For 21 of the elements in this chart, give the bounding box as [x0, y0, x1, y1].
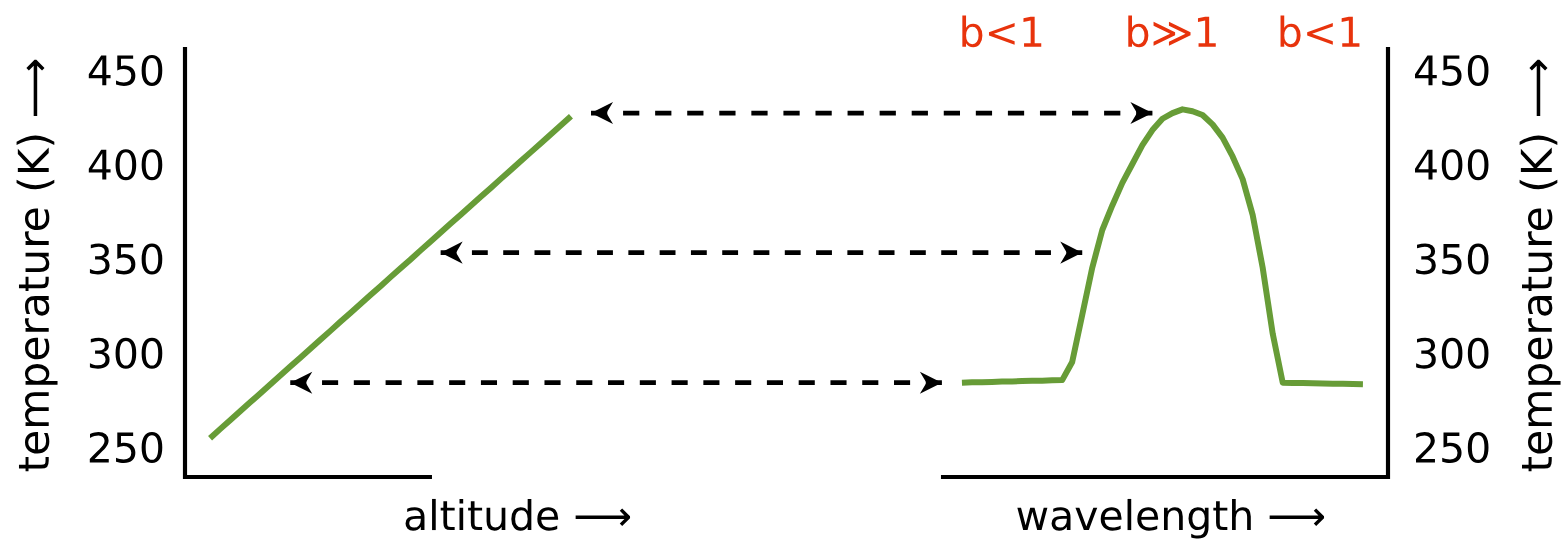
y2-tick-label: 250	[1416, 431, 1489, 463]
y2-tick-label: 350	[1416, 243, 1489, 275]
y2-tick-label: 300	[1416, 337, 1489, 369]
text: b≫1	[1128, 15, 1216, 48]
y2-tick-label: 400	[1415, 149, 1489, 181]
x-axis-title: altitude ⟶	[405, 498, 631, 531]
y2-tick-label: 450	[1415, 54, 1489, 86]
text: wavelength ⟶	[1017, 498, 1325, 539]
point	[440, 241, 463, 264]
text: b<1	[1280, 15, 1360, 48]
text: b<1	[962, 15, 1042, 48]
point	[919, 371, 942, 394]
y-tick-label: 250	[89, 431, 163, 463]
y-tick-label: 450	[88, 54, 163, 86]
y-tick-label: 350	[89, 243, 163, 275]
point	[290, 371, 313, 394]
point	[1130, 102, 1153, 125]
y-axis-title: temperature (K) ⟶	[16, 59, 58, 472]
y2-axis-title: temperature (K) ⟶	[1519, 59, 1561, 472]
y-tick-label: 300	[89, 337, 163, 369]
y-tick-label: 400	[88, 149, 163, 181]
